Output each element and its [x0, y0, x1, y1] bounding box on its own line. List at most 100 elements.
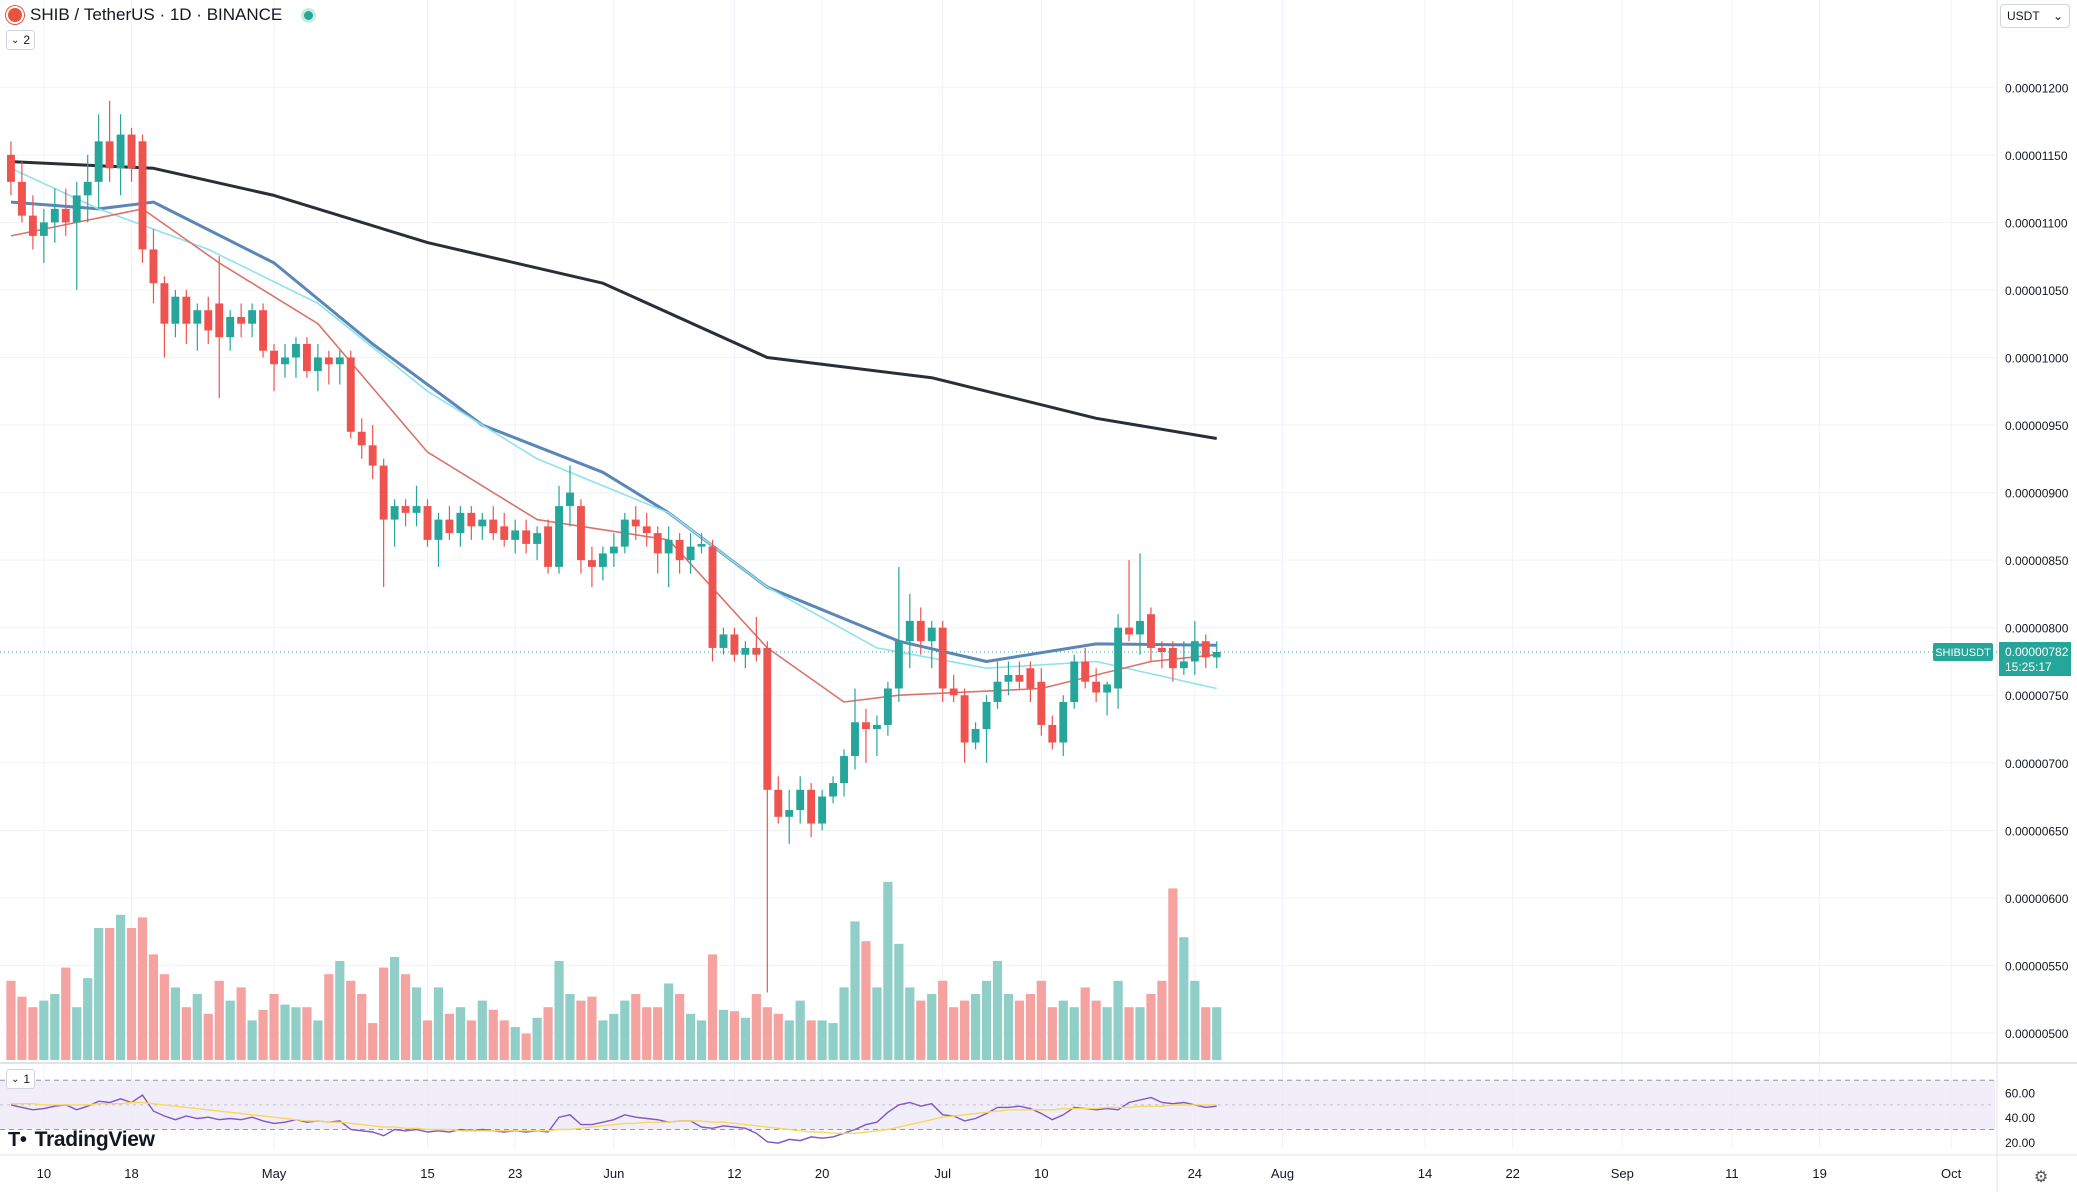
- candle: [1103, 681, 1112, 716]
- candle-body: [434, 519, 443, 540]
- volume-bar: [565, 994, 575, 1060]
- last-price-bg: [1999, 642, 2071, 676]
- candle: [587, 546, 596, 588]
- volume-bar: [905, 987, 915, 1060]
- candle: [445, 506, 454, 540]
- indicators-collapse-button[interactable]: ⌄ 2: [6, 30, 36, 50]
- candle-body: [785, 810, 794, 817]
- volume-bar: [1113, 980, 1123, 1060]
- volume-bar: [411, 987, 422, 1060]
- candle: [215, 256, 224, 399]
- candle-body: [1070, 661, 1079, 702]
- chevron-down-icon: ⌄: [11, 1073, 20, 1085]
- price-tick-label: 0.00000500: [2005, 1027, 2069, 1041]
- candle: [533, 526, 542, 561]
- candle-body: [686, 546, 695, 561]
- candle-body: [927, 627, 936, 642]
- volume-bar: [664, 983, 674, 1060]
- candle: [1114, 614, 1123, 709]
- candle-body: [302, 343, 311, 371]
- candle-body: [346, 357, 355, 432]
- candle: [631, 506, 640, 540]
- candle: [1147, 607, 1155, 662]
- candle-body: [313, 357, 322, 371]
- candle: [39, 208, 48, 263]
- candle: [171, 289, 180, 338]
- volume-bar: [960, 1000, 970, 1060]
- volume-bar: [883, 881, 893, 1060]
- rsi-collapse-button[interactable]: ⌄ 1: [6, 1069, 36, 1089]
- time-tick-label: Jun: [603, 1166, 624, 1181]
- volume-bar: [302, 1007, 312, 1060]
- volume-bar: [1168, 888, 1178, 1060]
- candle: [1070, 654, 1079, 709]
- candle: [390, 499, 399, 547]
- candle-body: [829, 783, 838, 797]
- candle-body: [248, 310, 257, 324]
- volume-bar: [872, 987, 882, 1060]
- candle-body: [1147, 614, 1155, 648]
- volume-bar: [1135, 1007, 1145, 1060]
- symbol-description: TetherUS: [83, 5, 155, 24]
- price-tick-label: 0.00000600: [2005, 892, 2069, 906]
- candle: [763, 641, 772, 993]
- rsi-pane: [0, 1079, 1995, 1131]
- candle: [127, 127, 136, 182]
- candle: [960, 688, 969, 763]
- symbol-name[interactable]: SHIB: [30, 5, 70, 24]
- candle: [807, 783, 816, 838]
- candle-body: [1114, 627, 1123, 689]
- volume-bar: [642, 1007, 652, 1060]
- interval-label[interactable]: 1D: [169, 5, 192, 24]
- volume-bar: [17, 996, 27, 1060]
- candle-body: [259, 310, 268, 351]
- volume-bar: [192, 994, 202, 1060]
- candle: [281, 343, 289, 378]
- price-tick-label: 0.00000900: [2005, 487, 2069, 501]
- candle-body: [708, 546, 717, 648]
- volume-bar: [1025, 994, 1035, 1060]
- volume-bar: [148, 954, 159, 1060]
- candle: [642, 512, 651, 547]
- candle-body: [423, 506, 432, 540]
- candle: [774, 776, 783, 824]
- volume-bar: [992, 961, 1003, 1060]
- volume-bar: [236, 987, 246, 1060]
- time-tick-label: 18: [124, 1166, 138, 1181]
- currency-selector[interactable]: USDT ⌄: [2000, 4, 2070, 28]
- volume-bar: [970, 994, 981, 1060]
- volume-bar: [444, 1013, 455, 1060]
- volume-bar: [1201, 1007, 1211, 1060]
- candle: [1026, 661, 1035, 702]
- volume-bar: [203, 1013, 213, 1060]
- tradingview-logo[interactable]: Т• TradingView: [8, 1128, 155, 1152]
- rsi-tick-label: 40.00: [2005, 1111, 2035, 1125]
- candle-body: [445, 519, 454, 534]
- candle-body: [730, 634, 739, 655]
- time-tick-label: 10: [37, 1166, 51, 1181]
- symbol-tag-bg: [1933, 643, 1993, 661]
- candle: [324, 350, 333, 385]
- time-tick-label: Aug: [1271, 1166, 1294, 1181]
- candle: [927, 620, 936, 669]
- candle-body: [522, 530, 531, 544]
- candle-body: [938, 627, 947, 689]
- candle: [993, 661, 1002, 709]
- candle: [905, 593, 914, 669]
- candle-body: [401, 506, 410, 513]
- candle: [500, 512, 509, 547]
- volume-bar: [291, 1007, 301, 1060]
- volume-bar: [39, 1000, 49, 1060]
- candle-body: [1157, 647, 1166, 652]
- separator-dot: ·: [154, 5, 170, 24]
- candle-body: [500, 526, 509, 540]
- volume-bar: [280, 1004, 290, 1060]
- candle-body: [1125, 627, 1133, 635]
- gear-icon[interactable]: ⚙: [2033, 1169, 2049, 1186]
- price-tick-label: 0.00001050: [2005, 284, 2069, 298]
- candle-body: [1168, 647, 1177, 669]
- candle: [138, 134, 147, 263]
- candle: [1179, 641, 1188, 675]
- candle: [883, 681, 892, 736]
